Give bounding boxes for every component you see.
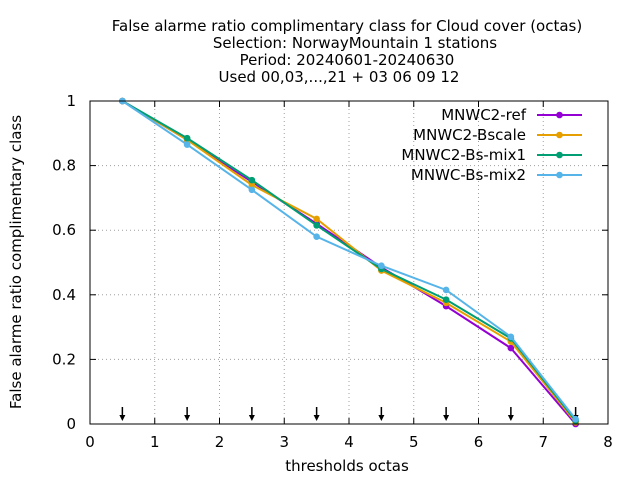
data-point (507, 333, 515, 341)
x-tick-label: 6 (474, 433, 484, 451)
data-point (248, 186, 256, 194)
legend-label: MNWC-Bs-mix2 (411, 166, 526, 184)
x-axis-label: thresholds octas (285, 457, 409, 475)
data-point (248, 181, 256, 189)
y-tick-label: 0.6 (52, 221, 76, 239)
x-tick-label: 7 (538, 433, 548, 451)
x-tick-label: 5 (409, 433, 419, 451)
legend-entry: MNWC2-Bscale (413, 126, 582, 144)
x-tick-label: 8 (603, 433, 613, 451)
grid (90, 101, 608, 424)
legend-entry: MNWC-Bs-mix2 (411, 166, 582, 184)
tick-labels: 0 1 2 3 4 5 6 7 8 0 0.2 0.4 0.6 0.8 1 (52, 92, 613, 451)
title-line-2: Selection: NorwayMountain 1 stations (213, 34, 497, 52)
threshold-arrows (119, 407, 579, 421)
legend-label: MNWC2-Bs-mix1 (401, 146, 526, 164)
data-point (313, 222, 320, 229)
threshold-arrow (378, 407, 385, 421)
series-line (121, 100, 577, 420)
title-line-4: Used 00,03,...,21 + 03 06 09 12 (219, 68, 460, 86)
legend-entry: MNWC2-ref (441, 106, 582, 124)
threshold-arrow (313, 407, 320, 421)
series-line (121, 100, 577, 424)
data-point (313, 215, 320, 223)
threshold-arrow (184, 407, 191, 421)
data-point (442, 286, 450, 294)
y-tick-label: 0 (66, 415, 76, 433)
data-point (507, 344, 515, 352)
data-point (183, 141, 191, 148)
threshold-arrow (248, 407, 255, 421)
threshold-arrow (507, 407, 514, 421)
legend-entry: MNWC2-Bs-mix1 (401, 146, 582, 164)
x-tick-label: 4 (344, 433, 354, 451)
series-line (121, 100, 577, 422)
legend-marker (556, 131, 563, 139)
x-tick-label: 2 (215, 433, 225, 451)
y-axis-label: False alarme ratio complimentary class (7, 115, 25, 409)
data-point (572, 415, 579, 423)
legend-marker (556, 171, 563, 179)
x-tick-label: 0 (85, 433, 95, 451)
y-tick-label: 0.2 (52, 350, 76, 368)
data-point (313, 233, 320, 240)
series-layer (119, 97, 579, 428)
legend: MNWC2-ref MNWC2-Bscale MNWC2-Bs-mix1 MNWC-B… (401, 106, 582, 184)
x-tick-label: 1 (150, 433, 160, 451)
axis-ticks (89, 100, 609, 425)
legend-marker (556, 151, 563, 159)
y-tick-label: 0.8 (52, 157, 76, 175)
data-point (248, 176, 256, 184)
data-point (183, 134, 191, 142)
data-point (378, 262, 385, 270)
legend-label: MNWC2-Bscale (413, 126, 526, 144)
threshold-arrow (443, 407, 450, 421)
data-point (442, 296, 450, 303)
chart-title: False alarme ratio complimentary class f… (112, 17, 582, 86)
y-tick-label: 0.4 (52, 286, 76, 304)
x-tick-label: 3 (279, 433, 289, 451)
title-line-1: False alarme ratio complimentary class f… (112, 17, 582, 35)
legend-marker (556, 111, 563, 119)
legend-label: MNWC2-ref (441, 106, 526, 124)
threshold-arrow (119, 407, 126, 421)
y-tick-label: 1 (66, 92, 76, 110)
title-line-3: Period: 20240601-20240630 (240, 51, 455, 69)
